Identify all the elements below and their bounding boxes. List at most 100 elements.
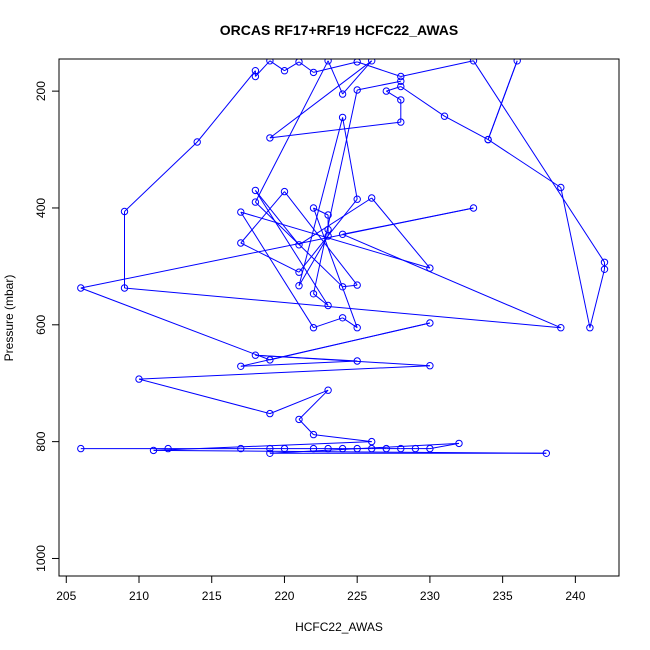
series-segment	[444, 115, 489, 141]
data-point	[397, 444, 405, 453]
data-point	[324, 301, 332, 310]
data-point	[251, 198, 260, 206]
data-point	[280, 67, 289, 75]
series-segment	[327, 60, 344, 95]
series-segment	[400, 86, 445, 117]
data-point	[353, 59, 361, 66]
data-point	[353, 86, 361, 94]
series-segment	[560, 187, 591, 328]
data-point	[149, 446, 158, 455]
data-point	[135, 375, 143, 383]
series-segment	[473, 60, 605, 263]
data-point	[586, 324, 594, 332]
x-tick-label: 235	[493, 589, 513, 603]
data-point	[338, 314, 347, 322]
data-point	[266, 449, 274, 457]
data-point	[309, 68, 318, 77]
x-tick-label: 210	[129, 589, 149, 603]
data-point	[77, 284, 85, 292]
x-tick-label: 240	[565, 589, 585, 603]
series-segment	[124, 141, 198, 212]
data-point	[368, 444, 376, 453]
data-point	[353, 281, 361, 289]
data-point	[324, 444, 332, 453]
data-point	[353, 357, 361, 365]
series-segment	[487, 60, 518, 140]
series-segment	[342, 284, 358, 288]
data-point	[411, 444, 420, 453]
data-point	[324, 225, 332, 234]
data-point	[557, 183, 565, 192]
data-point	[324, 211, 332, 219]
data-point	[266, 444, 274, 453]
series-segment	[357, 80, 401, 91]
series-segment	[240, 360, 358, 367]
data-point	[295, 282, 303, 290]
data-point	[382, 444, 390, 453]
data-point	[353, 195, 361, 203]
x-tick-label: 225	[347, 589, 367, 603]
series-segment	[255, 354, 358, 362]
data-point	[397, 118, 405, 126]
series-segment	[371, 197, 431, 269]
data-point	[266, 134, 274, 142]
series-segment	[240, 211, 431, 269]
data-point	[295, 241, 303, 249]
data-point	[120, 207, 129, 216]
data-point	[193, 138, 201, 146]
data-point	[469, 59, 478, 65]
series-segment	[342, 60, 373, 95]
data-point	[600, 265, 609, 273]
series-segment	[298, 117, 344, 286]
data-point	[280, 187, 289, 196]
series-segment	[342, 233, 561, 329]
data-point	[353, 324, 361, 332]
data-point	[77, 444, 85, 453]
series-segment	[386, 86, 401, 92]
data-point	[484, 135, 492, 144]
x-axis: 205 210 215 220 225 230 235 240	[56, 575, 586, 603]
series-segment	[269, 121, 401, 139]
data-point	[295, 268, 303, 276]
data-point	[237, 239, 245, 247]
series-segment	[313, 61, 358, 73]
data-point	[426, 319, 434, 327]
data-point	[251, 351, 260, 359]
data-point	[368, 437, 376, 446]
data-point	[266, 59, 274, 65]
y-tick-label: 800	[34, 431, 48, 451]
data-point	[251, 186, 260, 195]
data-point	[600, 258, 609, 266]
y-tick-label: 200	[34, 81, 48, 101]
data-point	[309, 444, 318, 453]
data-point	[440, 112, 449, 120]
series-segment	[138, 365, 430, 380]
series-segment	[240, 211, 314, 328]
data-point	[397, 72, 405, 81]
data-point	[338, 90, 347, 98]
series-segment	[313, 317, 343, 329]
series-segment	[196, 70, 256, 143]
data-point	[237, 208, 245, 216]
data-point	[251, 72, 260, 81]
data-point	[426, 264, 434, 272]
data-point	[309, 430, 318, 439]
series-segment	[124, 287, 561, 329]
data-point	[353, 444, 361, 453]
data-point	[266, 409, 274, 418]
data-point	[295, 415, 303, 424]
series-segment	[313, 207, 329, 216]
data-point	[397, 82, 405, 91]
series-segment	[269, 60, 373, 139]
data-point	[309, 204, 318, 212]
series-segment	[313, 434, 372, 443]
data-point	[324, 386, 332, 394]
data-point	[237, 362, 245, 370]
data-point	[309, 324, 318, 332]
data-point	[542, 449, 550, 457]
data-point	[469, 204, 478, 212]
data-point	[338, 113, 347, 122]
series-segment	[313, 207, 358, 328]
series-segment	[342, 207, 474, 235]
